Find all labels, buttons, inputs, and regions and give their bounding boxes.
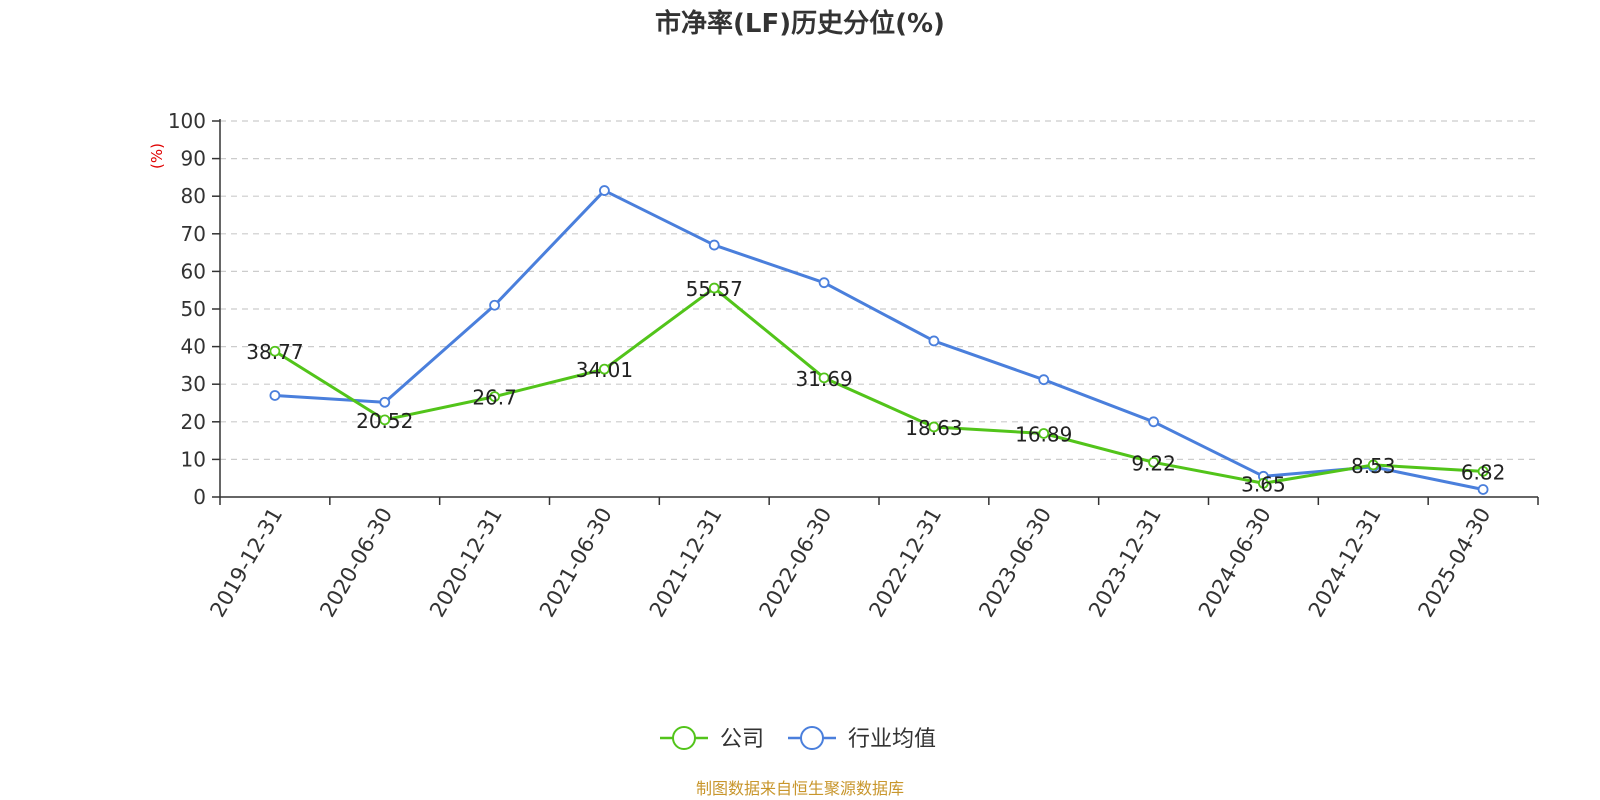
data-point[interactable] [599, 363, 610, 375]
y-tick-label: 30 [181, 372, 206, 396]
data-point[interactable] [1477, 465, 1489, 477]
data-point[interactable] [599, 185, 610, 196]
x-tick-label: 2022-12-31 [864, 504, 946, 622]
data-point[interactable] [1148, 456, 1159, 468]
data-label: 8.53 [1351, 454, 1396, 478]
data-label: 34.01 [576, 358, 633, 382]
x-tick-label: 2023-06-30 [974, 504, 1056, 622]
data-label: 6.82 [1461, 460, 1506, 484]
data-point[interactable] [379, 414, 391, 426]
y-tick-label: 40 [181, 335, 206, 359]
legend-label: 公司 [720, 727, 764, 752]
data-point[interactable] [928, 335, 940, 347]
data-point[interactable] [818, 372, 830, 384]
x-tick-label: 2025-04-30 [1414, 504, 1496, 622]
data-point[interactable] [708, 239, 720, 251]
data-point[interactable] [379, 396, 391, 408]
legend-label: 行业均值 [848, 727, 936, 752]
source-note: 制图数据来自恒生聚源数据库 [696, 779, 904, 798]
data-label: 26.7 [472, 386, 517, 410]
x-tick-label: 2023-12-31 [1084, 504, 1166, 622]
y-tick-label: 50 [181, 297, 206, 321]
x-tick-label: 2021-12-31 [645, 504, 727, 622]
legend-item-0[interactable]: 公司 [660, 726, 764, 752]
x-tick-label: 2021-06-30 [535, 504, 617, 622]
data-label: 3.65 [1241, 472, 1286, 496]
data-label: 18.63 [905, 416, 962, 440]
chart-title: 市净率(LF)历史分位(%) [655, 8, 945, 39]
legend-item-1[interactable]: 行业均值 [788, 726, 936, 752]
data-point[interactable] [489, 299, 500, 311]
data-point[interactable] [1367, 459, 1379, 471]
data-label: 55.57 [686, 277, 743, 301]
x-tick-label: 2019-12-31 [205, 504, 287, 622]
data-point[interactable] [708, 282, 720, 294]
data-label: 9.22 [1131, 451, 1176, 475]
y-tick-label: 90 [181, 147, 206, 171]
y-axis-unit-label: (%) [148, 143, 166, 169]
y-tick-label: 10 [181, 447, 206, 471]
data-label: 31.69 [795, 367, 852, 391]
y-axis-ticks: 0 10 20 30 40 50 60 70 80 90 100 [168, 109, 220, 509]
y-tick-label: 100 [168, 109, 206, 133]
data-point[interactable] [1258, 477, 1269, 489]
y-tick-label: 0 [193, 485, 206, 509]
data-point[interactable] [269, 345, 281, 357]
legend-marker [800, 726, 824, 750]
data-point[interactable] [928, 421, 940, 433]
y-tick-label: 80 [181, 184, 206, 208]
series-line-1 [274, 189, 1484, 491]
data-label: 20.52 [356, 409, 413, 433]
data-label: 38.77 [246, 340, 303, 364]
legend-marker [672, 726, 696, 750]
series-layer [269, 185, 1489, 495]
y-tick-label: 60 [181, 259, 206, 283]
y-tick-label: 20 [181, 410, 206, 434]
data-point[interactable] [269, 390, 281, 401]
data-label: 16.89 [1015, 422, 1072, 446]
x-tick-label: 2022-06-30 [755, 504, 837, 622]
x-tick-label: 2020-06-30 [315, 504, 397, 622]
x-tick-label: 2024-12-31 [1304, 504, 1386, 622]
series-line-0 [274, 286, 1484, 485]
x-tick-label: 2020-12-31 [425, 504, 507, 622]
x-tick-label: 2024-06-30 [1194, 504, 1276, 622]
data-labels: 38.77 20.52 26.7 34.01 55.57 31.69 18.63 16.89 9… [246, 277, 1505, 496]
x-axis-ticks: 2019-12-31 2020-06-30 2020-12-31 2021-06-30… [205, 497, 1539, 622]
grid-lines [220, 120, 1538, 460]
data-point[interactable] [489, 391, 500, 403]
data-point[interactable] [1148, 416, 1159, 428]
axes [219, 119, 1538, 498]
y-tick-label: 70 [181, 222, 206, 246]
data-point[interactable] [818, 277, 830, 289]
data-point[interactable] [1038, 374, 1050, 386]
data-point[interactable] [1038, 428, 1050, 439]
legend[interactable]: 公司 行业均值 [660, 726, 936, 752]
data-point[interactable] [1477, 484, 1489, 495]
